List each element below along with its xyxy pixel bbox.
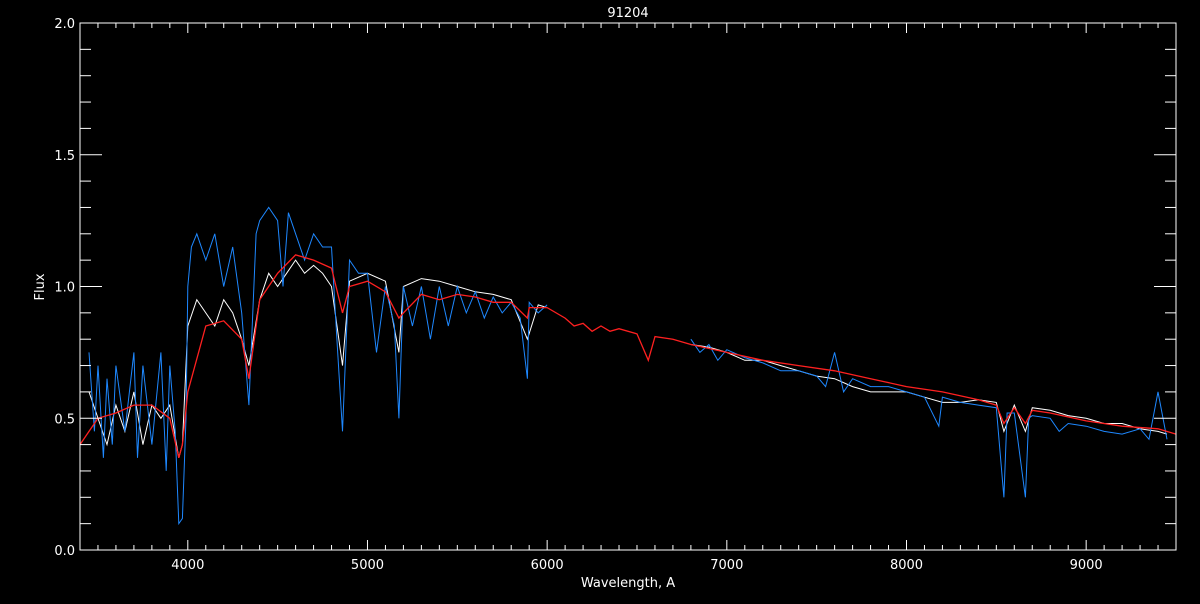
- y-tick-label: 1.0: [54, 281, 75, 296]
- x-axis-label: Wavelength, A: [581, 576, 675, 591]
- chart-title: 91204: [607, 6, 648, 21]
- x-tick-label: 8000: [890, 558, 923, 573]
- x-tick-label: 7000: [710, 558, 743, 573]
- y-tick-label: 0.0: [54, 544, 75, 559]
- axes-layer: 4000 5000 6000 7000 8000 9000 0.0 0.5 1.0 1.5 2.0: [54, 17, 1177, 573]
- series-line-1: [88, 206, 1168, 526]
- series-line-2: [79, 254, 1177, 458]
- series-layer: [79, 206, 1177, 526]
- x-tick-label: 4000: [171, 558, 204, 573]
- y-axis-label: Flux: [33, 273, 48, 300]
- x-tick-label: 6000: [531, 558, 564, 573]
- plot-frame: [79, 22, 1177, 551]
- y-tick-label: 2.0: [54, 17, 75, 32]
- x-tick-label: 5000: [351, 558, 384, 573]
- y-tick-label: 0.5: [54, 412, 75, 427]
- y-tick-label: 1.5: [54, 149, 75, 164]
- x-tick-label: 9000: [1070, 558, 1103, 573]
